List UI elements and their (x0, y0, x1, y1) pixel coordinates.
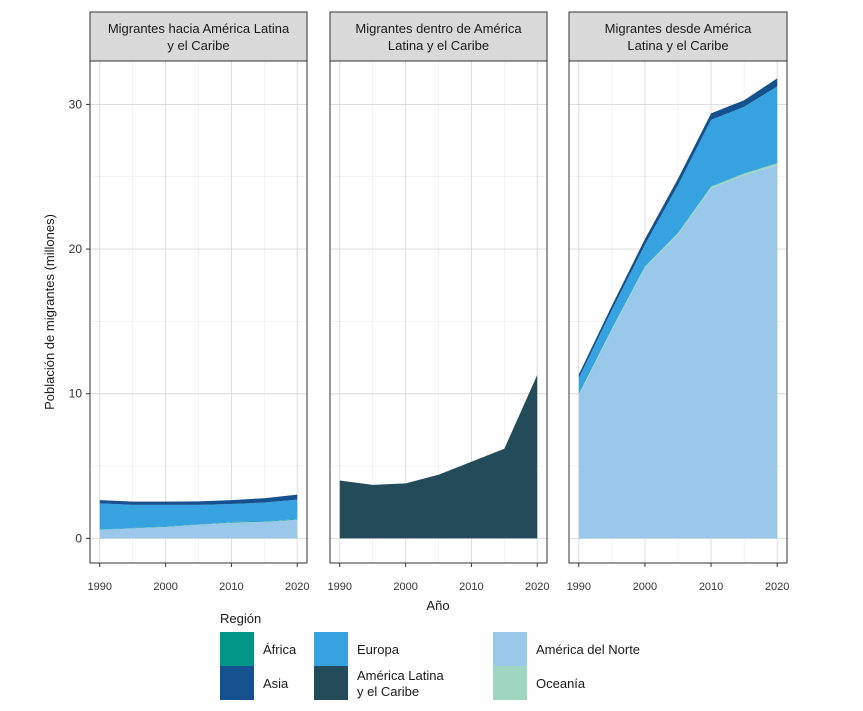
legend-swatch (220, 666, 254, 700)
x-tick-label: 2010 (699, 581, 723, 593)
legend-swatch (314, 632, 348, 666)
panel-3: Migrantes desde América Latina y el Carib… (567, 11, 789, 593)
legend-label: África (263, 642, 297, 657)
area-norte (99, 519, 298, 539)
x-tick-label: 2000 (153, 581, 177, 593)
panel-2: Migrantes dentro de América Latina y el C… (328, 11, 549, 593)
x-tick-label: 1990 (567, 581, 591, 593)
y-tick-label: 30 (69, 97, 83, 111)
legend-label: América del Norte (536, 642, 640, 657)
y-tick-label: 10 (69, 387, 83, 401)
legend-swatch (314, 666, 348, 700)
panel-strip: Migrantes hacia América Latina y el Carib… (89, 11, 308, 62)
legend-swatch (493, 632, 527, 666)
panel-title-line: Migrantes dentro de América (355, 21, 522, 36)
area-africa (99, 519, 298, 530)
panel-title-line: Latina y el Caribe (388, 38, 489, 53)
legend-label: Oceanía (536, 676, 586, 691)
panel-title-line: Migrantes desde América (605, 21, 752, 36)
legend-entry-norte: América del Norte (493, 632, 640, 666)
strip-background (568, 11, 788, 62)
y-tick-label: 20 (69, 242, 83, 256)
legend-entry-africa: África (220, 632, 297, 666)
x-tick-label: 2010 (459, 581, 483, 593)
strip-background (329, 11, 548, 62)
panel-title-line: Latina y el Caribe (627, 38, 728, 53)
x-tick-label: 2010 (219, 581, 243, 593)
x-tick-label: 1990 (88, 581, 112, 593)
x-axis-title: Año (426, 598, 449, 613)
y-tick-label: 0 (75, 531, 82, 545)
x-tick-label: 1990 (328, 581, 352, 593)
area-europa (578, 86, 778, 395)
x-tick-label: 2000 (393, 581, 417, 593)
x-tick-label: 2020 (285, 581, 309, 593)
legend-entry-asia: Asia (220, 666, 289, 700)
legend-entry-europa: Europa (314, 632, 400, 666)
x-tick-label: 2020 (765, 581, 789, 593)
x-tick-label: 2020 (525, 581, 549, 593)
legend-label: Asia (263, 676, 289, 691)
y-axis-title: Población de migrantes (millones) (42, 214, 57, 410)
panel-1: Migrantes hacia América Latina y el Carib… (69, 11, 309, 593)
legend-swatch (220, 632, 254, 666)
area-norte (578, 165, 778, 539)
area-europa (99, 499, 298, 530)
legend-entry-oceania: Oceanía (493, 666, 586, 700)
area-asia (99, 494, 298, 505)
strip-background (89, 11, 308, 62)
panel-title-line: Migrantes hacia América Latina (108, 21, 290, 36)
legend-label: y el Caribe (357, 684, 419, 699)
x-tick-label: 2000 (633, 581, 657, 593)
panel-strip: Migrantes dentro de América Latina y el C… (329, 11, 548, 62)
legend-title: Región (220, 611, 261, 626)
legend-label: Europa (357, 642, 400, 657)
legend-swatch (493, 666, 527, 700)
legend-label: América Latina (357, 668, 444, 683)
panel-title-line: y el Caribe (167, 38, 229, 53)
panel-strip: Migrantes desde América Latina y el Carib… (568, 11, 788, 62)
area-alc (339, 374, 538, 539)
